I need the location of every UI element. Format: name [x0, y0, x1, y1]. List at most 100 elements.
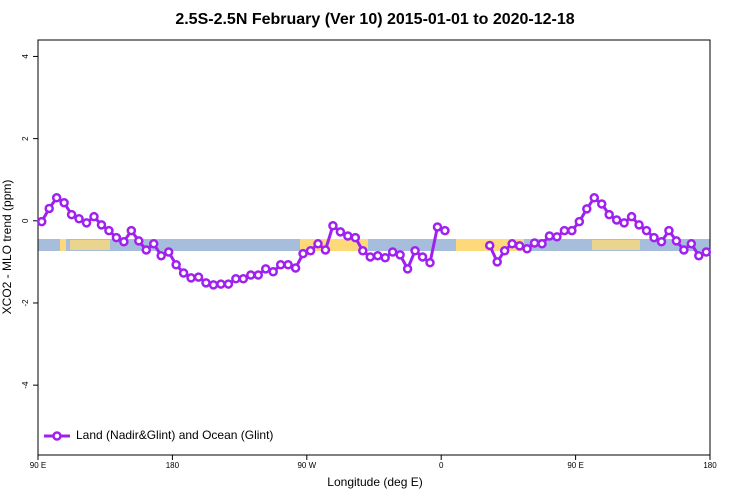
point — [656, 236, 667, 247]
point — [171, 260, 181, 270]
point — [163, 247, 174, 257]
x-tick-label: 180 — [703, 461, 717, 470]
point — [36, 216, 47, 227]
point — [559, 225, 570, 236]
point — [529, 238, 540, 248]
y-tick-label: 2 — [21, 136, 30, 141]
point — [634, 220, 644, 230]
point — [343, 231, 353, 241]
point — [507, 239, 517, 249]
point — [596, 199, 607, 209]
point — [186, 273, 196, 283]
point — [582, 204, 592, 214]
land-patch — [60, 239, 66, 251]
point — [141, 245, 152, 255]
legend-label: Land (Nadir&Glint) and Ocean (Glint) — [76, 428, 273, 442]
point — [335, 227, 346, 237]
point — [74, 213, 84, 224]
x-tick-label: 90 E — [567, 461, 583, 470]
point — [484, 240, 495, 251]
point — [492, 257, 502, 267]
point — [104, 225, 114, 236]
x-tick-label: 90 E — [30, 461, 46, 470]
point — [320, 245, 331, 255]
point — [231, 273, 241, 284]
point — [44, 203, 54, 214]
point — [649, 232, 659, 243]
point — [671, 236, 682, 246]
point — [119, 236, 129, 247]
point — [395, 250, 405, 260]
point — [156, 250, 166, 261]
point — [283, 260, 293, 270]
point — [193, 272, 204, 282]
point — [365, 252, 376, 262]
land-patch — [592, 240, 640, 250]
series-line — [488, 195, 707, 265]
point — [514, 241, 525, 251]
point — [701, 247, 712, 257]
point — [402, 264, 413, 274]
point — [305, 246, 316, 256]
point — [96, 220, 107, 230]
y-tick-label: -4 — [21, 381, 30, 389]
point — [358, 246, 368, 256]
point — [425, 257, 435, 268]
point — [89, 211, 99, 222]
point — [604, 209, 614, 220]
point — [641, 225, 652, 236]
point — [664, 225, 674, 236]
point — [81, 218, 92, 228]
point — [417, 252, 428, 262]
x-tick-label: 90 W — [297, 461, 316, 470]
point — [619, 218, 629, 228]
point — [111, 232, 122, 243]
point — [372, 250, 383, 261]
y-axis-label: XCO2 - MLO trend (ppm) — [0, 180, 14, 315]
legend-marker — [52, 431, 62, 441]
chart-title: 2.5S-2.5N February (Ver 10) 2015-01-01 t… — [175, 11, 574, 28]
point — [51, 193, 62, 203]
x-tick-label: 180 — [166, 461, 180, 470]
point — [350, 232, 361, 243]
point — [574, 216, 585, 227]
y-tick-label: 0 — [21, 218, 30, 223]
point — [216, 279, 226, 289]
point — [387, 247, 398, 257]
point — [537, 239, 547, 249]
point — [410, 246, 420, 256]
point — [380, 253, 390, 263]
point — [522, 243, 532, 254]
point — [148, 239, 159, 249]
point — [328, 220, 338, 231]
point — [275, 260, 286, 270]
point — [238, 273, 249, 284]
land-patch — [70, 240, 110, 250]
y-tick-label: 4 — [21, 54, 30, 59]
point — [313, 239, 323, 249]
point — [290, 263, 301, 273]
point — [268, 266, 278, 277]
point — [432, 222, 443, 232]
y-tick-label: -2 — [21, 299, 30, 307]
point — [679, 245, 689, 255]
point — [589, 193, 600, 203]
point — [223, 279, 234, 289]
point — [208, 280, 219, 290]
point — [499, 246, 510, 256]
point — [552, 232, 562, 242]
point — [134, 236, 144, 246]
point — [66, 209, 77, 220]
point — [126, 225, 137, 236]
point — [260, 264, 271, 274]
point — [178, 268, 189, 278]
point — [686, 239, 697, 249]
point — [544, 231, 555, 241]
x-tick-label: 0 — [439, 461, 444, 470]
point — [253, 270, 264, 280]
point — [440, 225, 450, 236]
point — [59, 197, 69, 208]
point — [694, 250, 704, 261]
point — [611, 215, 622, 225]
